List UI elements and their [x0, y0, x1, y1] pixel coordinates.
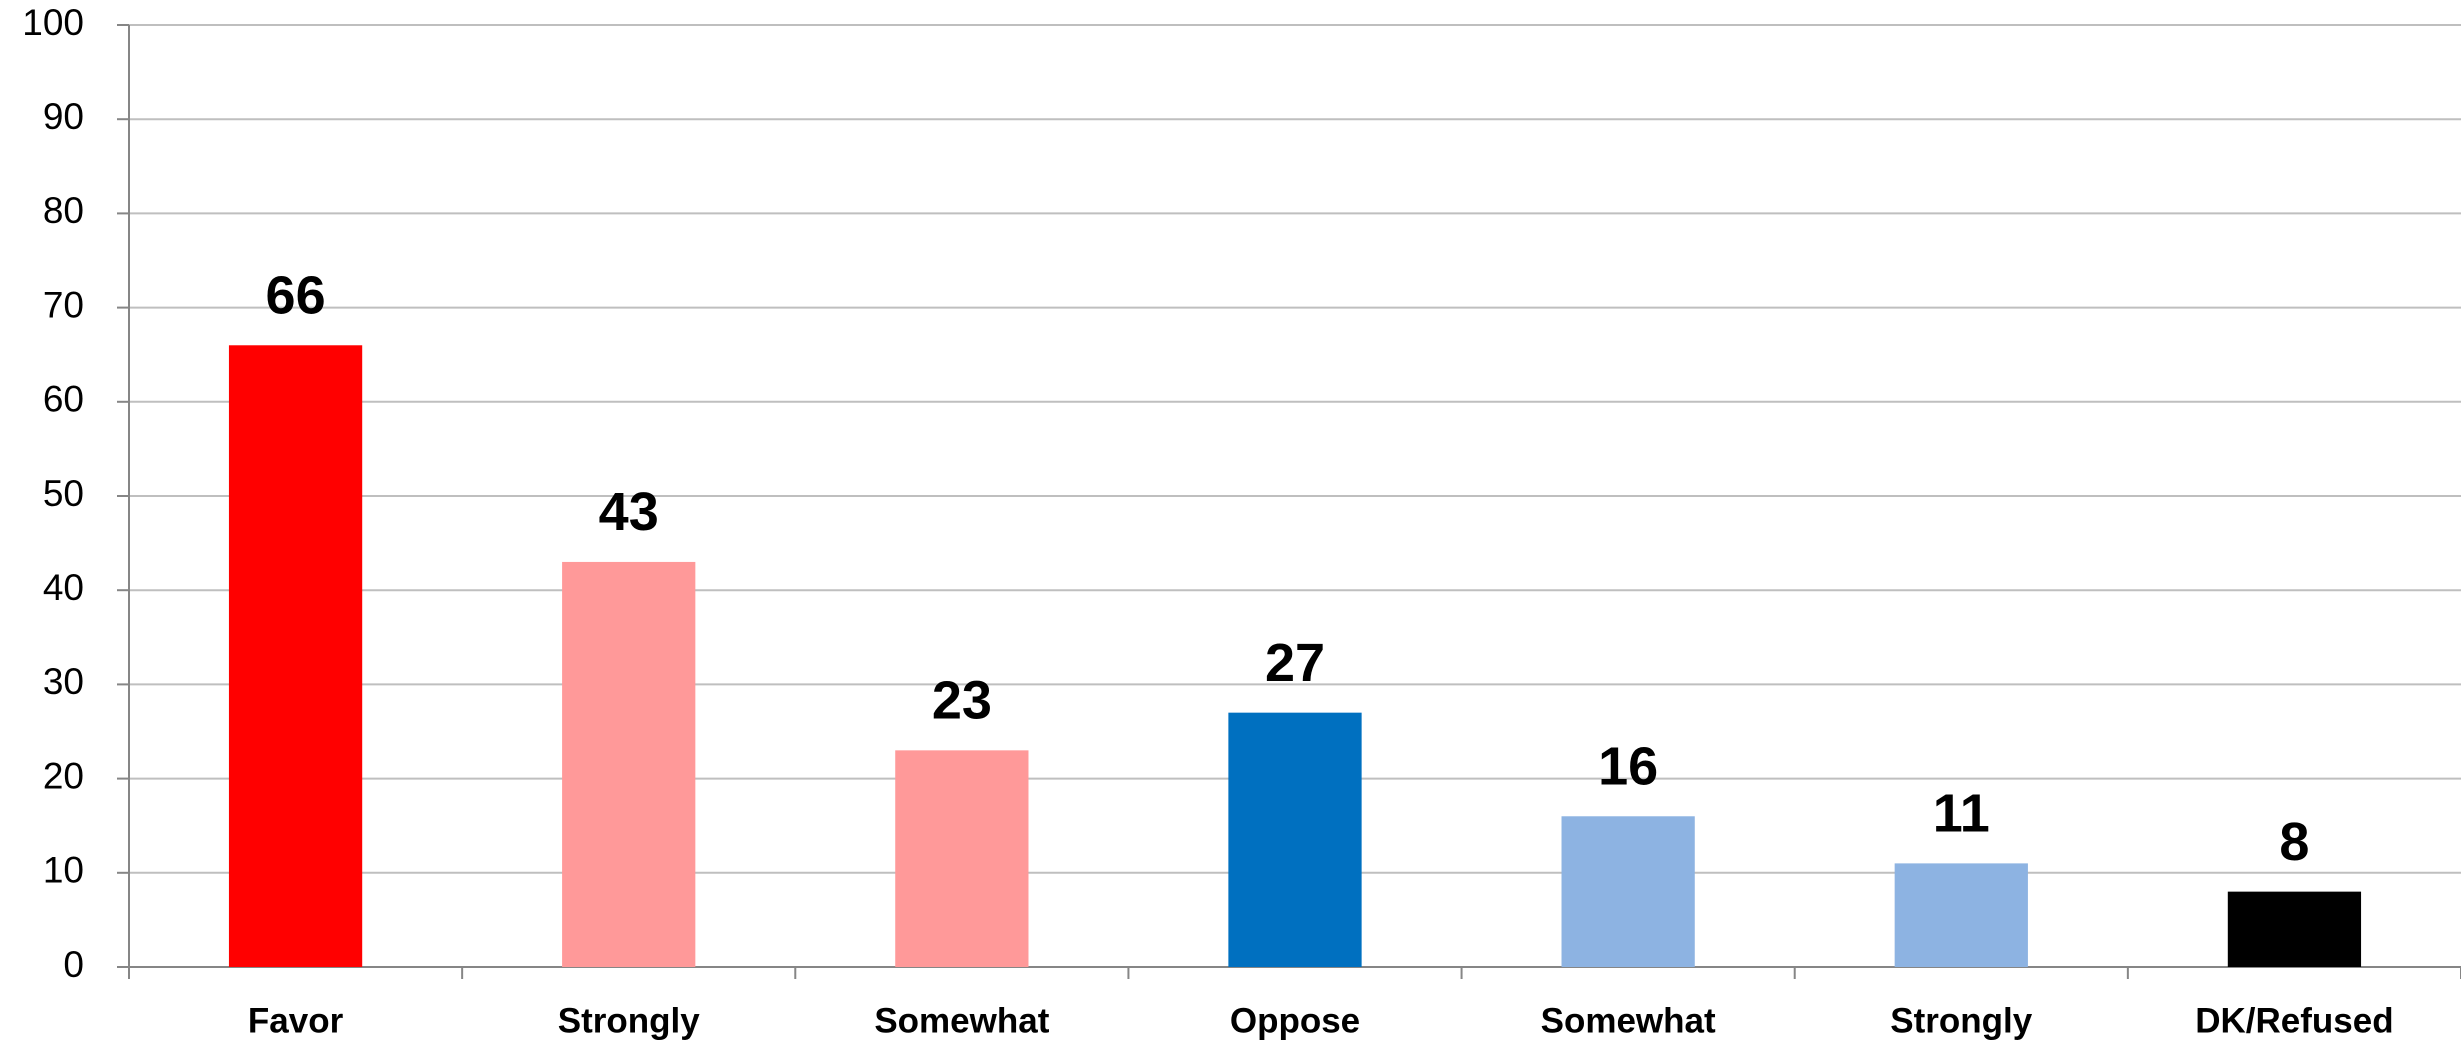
x-tick-label: Somewhat [1541, 1001, 1716, 1040]
y-tick-label: 100 [22, 2, 84, 43]
y-tick-label: 60 [43, 379, 84, 420]
data-label: 66 [266, 266, 326, 326]
bar [2227, 891, 2362, 967]
data-label: 8 [2279, 812, 2309, 872]
y-tick-label: 30 [43, 661, 84, 702]
bar [1228, 712, 1362, 967]
data-label: 27 [1265, 633, 1325, 693]
bar [1894, 863, 2028, 967]
y-tick-label: 10 [43, 850, 84, 891]
x-tick-label: Favor [248, 1001, 344, 1040]
data-label: 16 [1598, 737, 1658, 797]
bar [895, 750, 1029, 967]
x-tick-label: Strongly [558, 1001, 700, 1040]
bar [1561, 816, 1695, 967]
y-tick-label: 20 [43, 755, 84, 796]
y-tick-label: 70 [43, 284, 84, 325]
x-tick-label: DK/Refused [2195, 1001, 2393, 1040]
x-tick-label: Somewhat [874, 1001, 1049, 1040]
bar [562, 561, 696, 967]
data-label: 43 [599, 482, 659, 542]
data-label: 11 [1933, 784, 1990, 844]
y-tick-label: 50 [43, 473, 84, 514]
y-tick-label: 0 [63, 944, 84, 985]
data-label: 23 [932, 671, 992, 731]
x-tick-label: Oppose [1230, 1001, 1360, 1040]
x-tick-label: Strongly [1890, 1001, 2032, 1040]
y-tick-label: 80 [43, 190, 84, 231]
y-tick-label: 90 [43, 96, 84, 137]
y-tick-label: 40 [43, 567, 84, 608]
bar [228, 345, 363, 967]
